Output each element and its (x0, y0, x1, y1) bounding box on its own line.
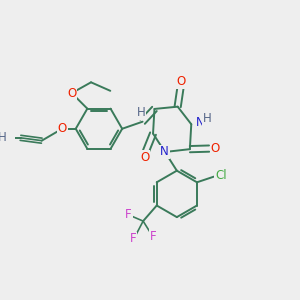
Text: O: O (67, 87, 76, 100)
Text: N: N (160, 146, 169, 158)
Text: Cl: Cl (215, 169, 227, 182)
Text: H: H (202, 112, 211, 125)
Text: F: F (125, 208, 132, 221)
Text: O: O (176, 75, 185, 88)
Text: O: O (211, 142, 220, 155)
Text: H: H (137, 106, 146, 119)
Text: H: H (0, 131, 7, 144)
Text: F: F (130, 232, 136, 245)
Text: O: O (58, 122, 67, 135)
Text: O: O (140, 151, 149, 164)
Text: F: F (150, 230, 156, 243)
Text: N: N (196, 116, 204, 129)
